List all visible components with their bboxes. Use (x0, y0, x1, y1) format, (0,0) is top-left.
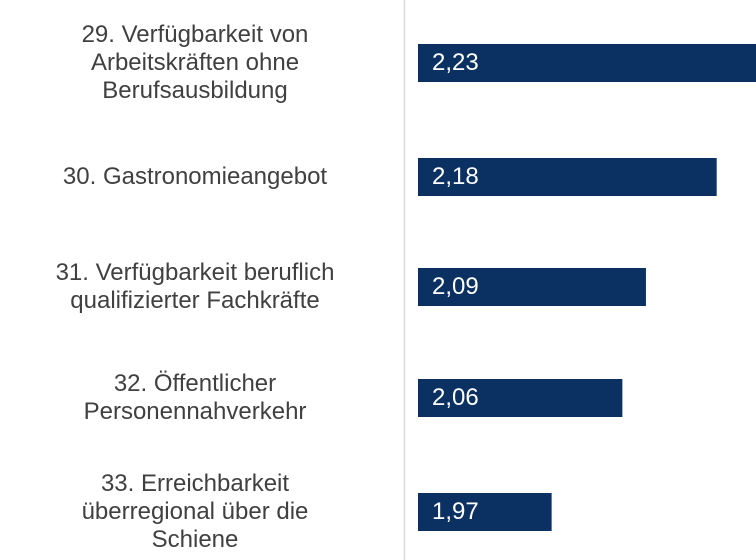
category-label: 31. Verfügbarkeit beruflich qualifiziert… (55, 259, 335, 314)
bar (418, 268, 646, 306)
category-label: 32. Öffentlicher Personennahverkehr (83, 370, 307, 425)
category-label: 33. Erreichbarkeit überregional über die… (81, 470, 309, 553)
bar (418, 493, 552, 531)
bar (418, 44, 756, 82)
value-label: 2,09 (432, 273, 479, 300)
bar (418, 158, 717, 196)
category-label: 29. Verfügbarkeit von Arbeitskräften ohn… (81, 21, 309, 104)
value-label: 2,23 (432, 49, 479, 76)
category-label: 30. Gastronomieangebot (62, 163, 328, 190)
bar (418, 379, 623, 417)
value-label: 1,97 (432, 498, 479, 525)
value-label: 2,18 (432, 163, 479, 190)
value-label: 2,06 (432, 384, 479, 411)
